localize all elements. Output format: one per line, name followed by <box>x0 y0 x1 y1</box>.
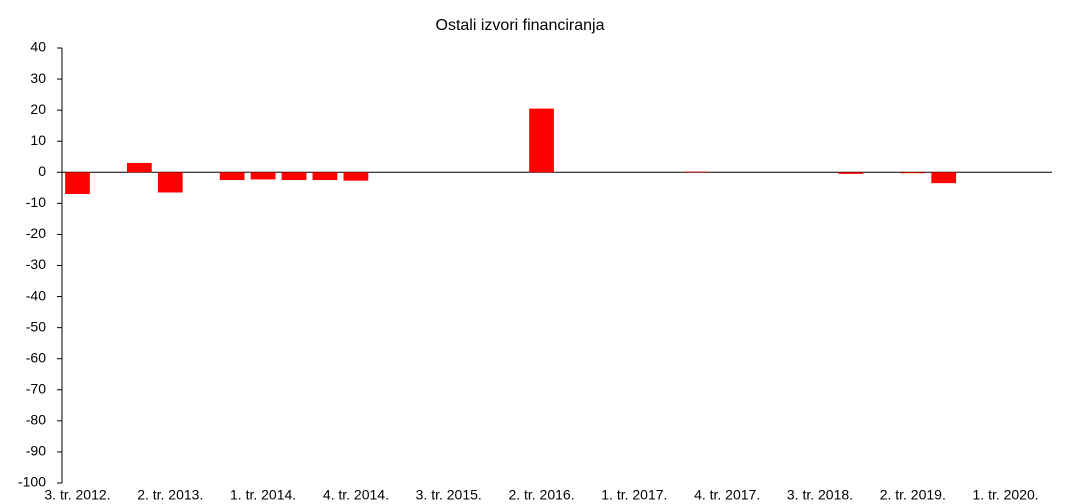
chart-title: Ostali izvori financiranja <box>436 17 605 34</box>
x-tick-label: 3. tr. 2018. <box>787 487 853 503</box>
bar <box>281 172 307 181</box>
y-tick-label: -100 <box>18 474 46 490</box>
bar <box>931 172 957 184</box>
x-tick-label: 1. tr. 2014. <box>230 487 296 503</box>
x-tick-label: 1. tr. 2017. <box>601 487 667 503</box>
y-tick-label: -30 <box>26 256 46 272</box>
x-tick-label: 4. tr. 2017. <box>694 487 760 503</box>
x-tick-label: 4. tr. 2014. <box>323 487 389 503</box>
x-tick-label: 2. tr. 2016. <box>508 487 574 503</box>
x-tick-label: 3. tr. 2012. <box>44 487 110 503</box>
bar <box>683 171 709 173</box>
bar <box>312 172 338 181</box>
x-tick-label: 2. tr. 2013. <box>137 487 203 503</box>
bar <box>900 172 926 174</box>
y-tick-label: 40 <box>30 39 46 55</box>
y-tick-label: -60 <box>26 349 46 365</box>
y-tick-label: -70 <box>26 380 46 396</box>
bar <box>65 172 90 195</box>
bar <box>838 172 864 174</box>
bar <box>250 172 276 180</box>
bar <box>157 172 183 193</box>
y-tick-label: -50 <box>26 318 46 334</box>
y-tick-label: -10 <box>26 194 46 210</box>
bar <box>529 108 554 173</box>
y-tick-label: -20 <box>26 225 46 241</box>
bar <box>219 172 245 181</box>
y-tick-label: -80 <box>26 412 46 428</box>
bar <box>126 162 152 173</box>
y-tick-label: 0 <box>38 163 46 179</box>
y-tick-label: -40 <box>26 287 46 303</box>
x-tick-label: 3. tr. 2015. <box>416 487 482 503</box>
y-tick-label: 20 <box>30 101 46 117</box>
y-tick-label: 30 <box>30 70 46 86</box>
x-tick-label: 1. tr. 2020. <box>973 487 1039 503</box>
bar <box>343 172 369 181</box>
x-tick-label: 2. tr. 2019. <box>880 487 946 503</box>
y-tick-label: -90 <box>26 443 46 459</box>
y-tick-label: 10 <box>30 132 46 148</box>
